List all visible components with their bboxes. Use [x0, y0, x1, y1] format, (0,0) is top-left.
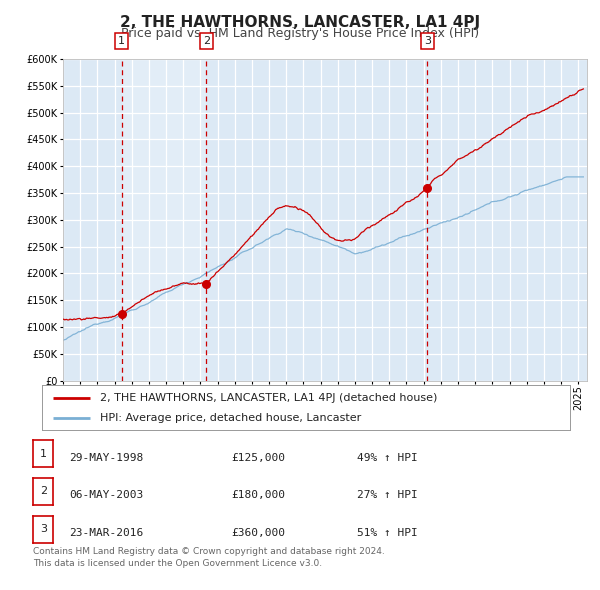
Text: 2, THE HAWTHORNS, LANCASTER, LA1 4PJ: 2, THE HAWTHORNS, LANCASTER, LA1 4PJ — [120, 15, 480, 30]
Text: 3: 3 — [424, 37, 431, 46]
Text: £125,000: £125,000 — [231, 453, 285, 463]
Text: This data is licensed under the Open Government Licence v3.0.: This data is licensed under the Open Gov… — [33, 559, 322, 568]
Text: Contains HM Land Registry data © Crown copyright and database right 2024.: Contains HM Land Registry data © Crown c… — [33, 547, 385, 556]
Text: 3: 3 — [40, 525, 47, 534]
Text: 1: 1 — [118, 37, 125, 46]
Text: £180,000: £180,000 — [231, 490, 285, 500]
Text: Price paid vs. HM Land Registry's House Price Index (HPI): Price paid vs. HM Land Registry's House … — [121, 27, 479, 40]
Text: 29-MAY-1998: 29-MAY-1998 — [69, 453, 143, 463]
Text: 27% ↑ HPI: 27% ↑ HPI — [357, 490, 418, 500]
Text: £360,000: £360,000 — [231, 528, 285, 538]
Text: 2, THE HAWTHORNS, LANCASTER, LA1 4PJ (detached house): 2, THE HAWTHORNS, LANCASTER, LA1 4PJ (de… — [100, 393, 437, 402]
Text: 2: 2 — [40, 487, 47, 496]
Text: 23-MAR-2016: 23-MAR-2016 — [69, 528, 143, 538]
Text: 1: 1 — [40, 449, 47, 458]
Text: 51% ↑ HPI: 51% ↑ HPI — [357, 528, 418, 538]
Text: 2: 2 — [203, 37, 210, 46]
Text: 06-MAY-2003: 06-MAY-2003 — [69, 490, 143, 500]
Text: HPI: Average price, detached house, Lancaster: HPI: Average price, detached house, Lanc… — [100, 414, 361, 424]
Text: 49% ↑ HPI: 49% ↑ HPI — [357, 453, 418, 463]
Bar — [122, 59, 206, 381]
